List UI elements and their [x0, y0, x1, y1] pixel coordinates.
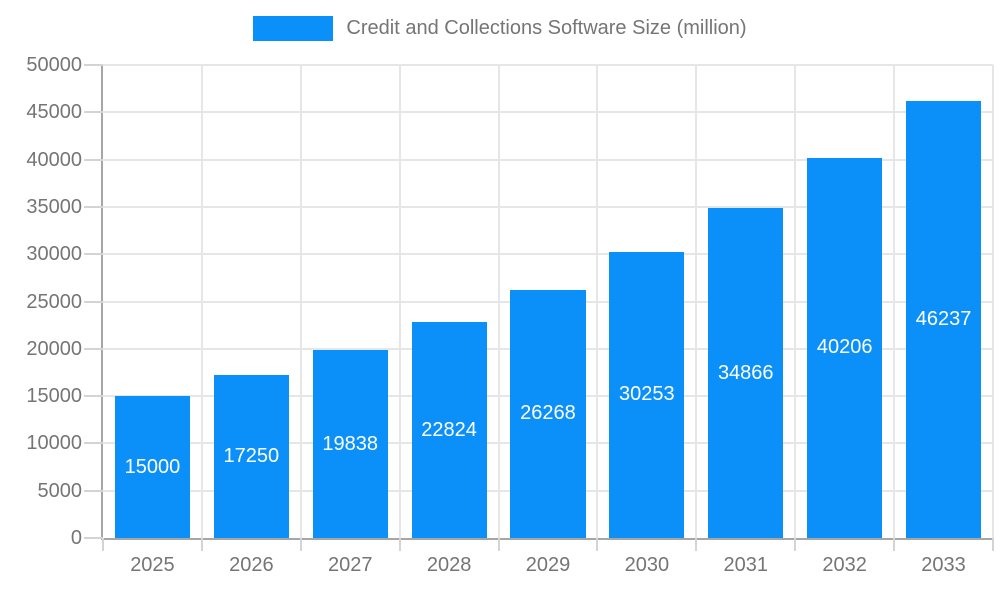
y-axis-tick	[84, 395, 103, 398]
bar-value-label: 34866	[717, 361, 774, 384]
y-tick-label: 5000	[37, 479, 83, 502]
chart-legend[interactable]: Credit and Collections Software Size (mi…	[0, 16, 1000, 41]
x-gridline	[596, 65, 599, 538]
x-axis-tick	[497, 538, 500, 551]
x-gridline	[299, 65, 302, 538]
y-tick-label: 0	[70, 527, 82, 549]
y-gridline	[103, 64, 993, 66]
x-axis-tick	[102, 538, 104, 551]
y-axis-tick	[84, 300, 103, 303]
y-axis-tick	[84, 537, 103, 539]
y-axis-tick	[84, 64, 103, 66]
bar: 15000	[114, 396, 190, 538]
bar: 22824	[411, 322, 487, 538]
bar-value-label: 40206	[816, 336, 873, 359]
x-axis-tick	[794, 538, 797, 551]
bar-value-label: 30253	[619, 383, 675, 406]
x-tick-label: 2025	[130, 554, 175, 576]
y-tick-label: 35000	[26, 195, 82, 218]
bar: 30253	[609, 251, 685, 538]
y-gridline	[103, 253, 993, 256]
x-axis-tick	[695, 538, 698, 551]
y-tick-label: 10000	[26, 432, 82, 455]
bar: 17250	[213, 374, 289, 538]
bar-value-label: 15000	[124, 455, 181, 478]
bar: 40206	[807, 157, 883, 538]
bar: 19838	[312, 350, 388, 538]
y-tick-label: 30000	[26, 243, 82, 266]
y-tick-label: 45000	[26, 101, 82, 124]
x-axis-tick	[398, 538, 401, 551]
legend-label: Credit and Collections Software Size (mi…	[346, 17, 747, 39]
y-tick-label: 40000	[26, 148, 82, 171]
x-tick-label: 2027	[327, 554, 373, 576]
x-tick-label: 2029	[525, 554, 571, 576]
y-axis-tick	[84, 442, 103, 445]
bar-value-label: 22824	[421, 418, 477, 441]
bar: 46237	[905, 100, 982, 538]
x-gridline	[695, 65, 698, 538]
x-gridline	[893, 65, 896, 538]
bar-value-label: 26268	[520, 402, 576, 425]
bar-value-label: 19838	[322, 432, 379, 455]
y-axis-tick	[84, 205, 103, 208]
legend-swatch-icon	[253, 16, 334, 41]
bar: 34866	[708, 208, 784, 538]
x-tick-label: 2031	[723, 554, 769, 576]
x-axis-tick	[992, 538, 994, 551]
x-gridline	[200, 65, 203, 538]
x-gridline	[398, 65, 401, 538]
y-axis-tick	[84, 489, 103, 492]
bar-value-label: 17250	[223, 444, 280, 467]
x-axis-tick	[299, 538, 302, 551]
x-gridline	[992, 65, 994, 538]
y-gridline	[103, 205, 993, 208]
y-axis-tick	[84, 253, 103, 256]
y-gridline	[103, 158, 993, 161]
x-axis-tick	[893, 538, 896, 551]
y-axis-tick	[84, 111, 103, 114]
x-tick-label: 2026	[229, 554, 274, 576]
y-axis-tick	[84, 347, 103, 350]
x-gridline	[497, 65, 500, 538]
x-axis-tick	[596, 538, 599, 551]
bar-value-label: 46237	[915, 307, 972, 330]
x-tick-label: 2030	[624, 554, 670, 576]
x-gridline	[794, 65, 797, 538]
x-tick-label: 2032	[822, 554, 867, 576]
y-gridline	[103, 111, 993, 114]
x-tick-label: 2033	[921, 554, 966, 576]
y-tick-label: 50000	[26, 54, 82, 76]
x-tick-label: 2028	[426, 554, 472, 576]
y-axis-tick	[84, 158, 103, 161]
plot-area: 0 5000 10000 15000 20000 25000 30000 35000 40000…	[26, 55, 994, 575]
y-tick-label: 25000	[26, 290, 82, 313]
y-tick-label: 20000	[26, 337, 82, 360]
y-tick-label: 15000	[26, 385, 82, 408]
x-axis-tick	[200, 538, 203, 551]
bar: 26268	[510, 289, 586, 538]
